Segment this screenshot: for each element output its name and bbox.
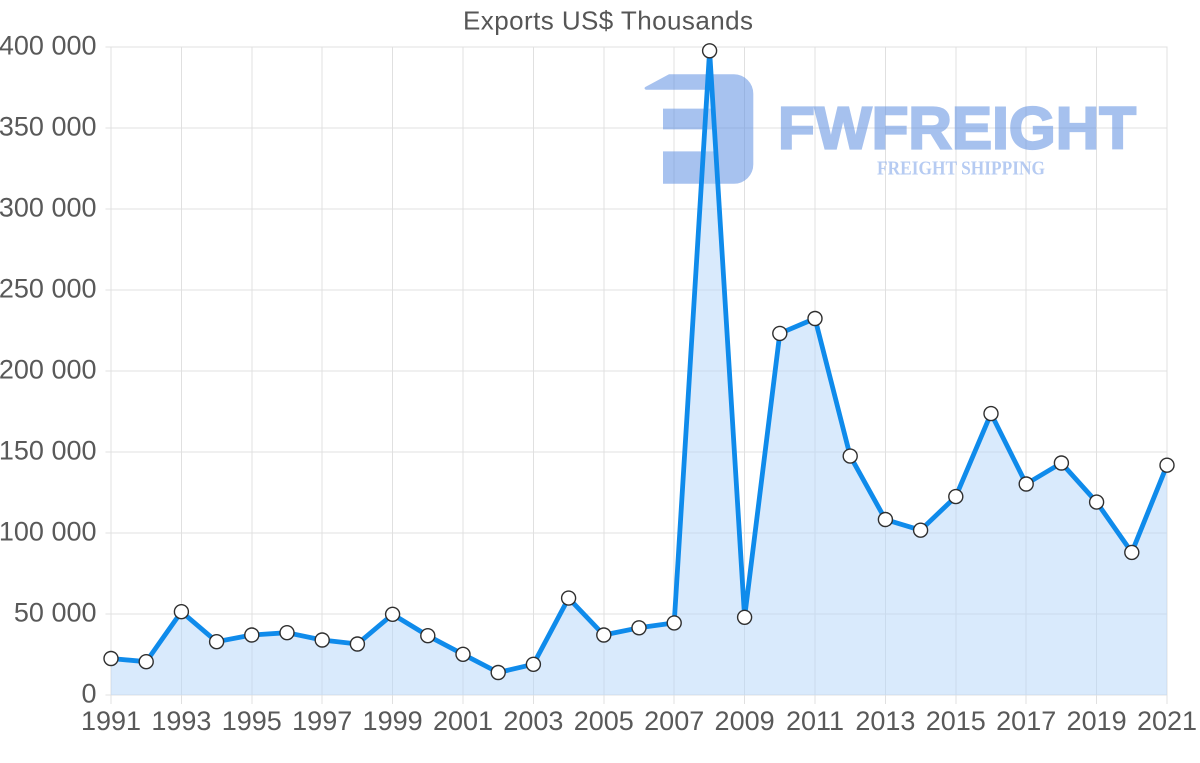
- svg-text:2011: 2011: [786, 706, 844, 736]
- svg-text:250 000: 250 000: [0, 274, 97, 304]
- svg-text:200 000: 200 000: [0, 355, 97, 385]
- svg-text:1991: 1991: [81, 706, 141, 736]
- svg-text:2019: 2019: [1067, 706, 1127, 736]
- svg-text:2021: 2021: [1137, 706, 1197, 736]
- svg-text:0: 0: [81, 679, 96, 709]
- svg-text:2015: 2015: [926, 706, 986, 736]
- svg-text:1995: 1995: [222, 706, 282, 736]
- svg-text:350 000: 350 000: [0, 112, 97, 142]
- svg-text:1999: 1999: [363, 706, 423, 736]
- svg-text:2007: 2007: [644, 706, 704, 736]
- svg-text:150 000: 150 000: [0, 436, 97, 466]
- svg-text:100 000: 100 000: [0, 517, 97, 547]
- svg-text:300 000: 300 000: [0, 193, 97, 223]
- svg-text:2005: 2005: [574, 706, 634, 736]
- svg-text:2003: 2003: [503, 706, 563, 736]
- svg-text:Exports US$ Thousands: Exports US$ Thousands: [463, 6, 753, 36]
- svg-text:1993: 1993: [151, 706, 211, 736]
- svg-text:400 000: 400 000: [0, 31, 97, 61]
- svg-text:2017: 2017: [996, 706, 1056, 736]
- svg-text:50 000: 50 000: [14, 598, 97, 628]
- svg-text:1997: 1997: [292, 706, 352, 736]
- svg-text:FWFREIGHT: FWFREIGHT: [778, 95, 1136, 162]
- svg-text:FREIGHT SHIPPING: FREIGHT SHIPPING: [877, 159, 1045, 180]
- svg-text:2013: 2013: [855, 706, 915, 736]
- svg-text:2009: 2009: [715, 706, 775, 736]
- svg-text:2001: 2001: [433, 706, 493, 736]
